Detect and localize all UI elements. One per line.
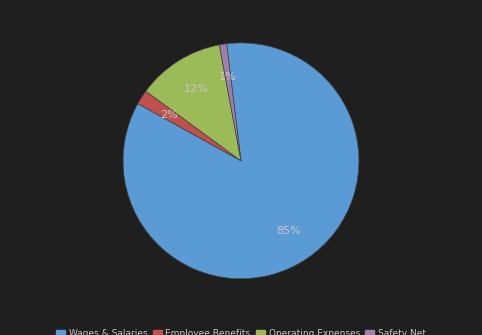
Wedge shape [146, 45, 241, 161]
Text: 85%: 85% [276, 226, 301, 236]
Text: 2%: 2% [161, 110, 178, 120]
Text: 1%: 1% [219, 72, 237, 82]
Legend: Wages & Salaries, Employee Benefits, Operating Expenses, Safety Net: Wages & Salaries, Employee Benefits, Ope… [53, 326, 429, 335]
Text: 12%: 12% [183, 84, 208, 94]
Wedge shape [138, 91, 241, 161]
Wedge shape [123, 43, 359, 279]
Wedge shape [219, 44, 241, 161]
